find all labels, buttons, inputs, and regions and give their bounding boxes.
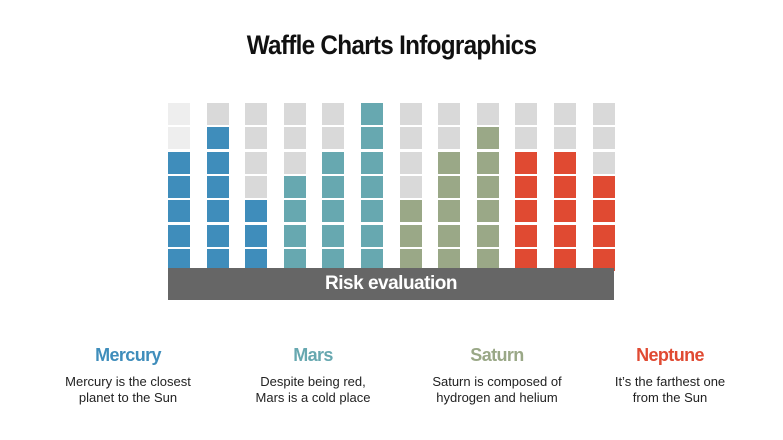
waffle-cell-mercury <box>206 127 229 150</box>
waffle-cell-mercury <box>206 151 229 174</box>
waffle-cell-mars <box>283 200 306 223</box>
waffle-cell-saturn <box>476 200 499 223</box>
waffle-cell-neptune <box>554 151 576 174</box>
waffle-cell-mars <box>283 175 306 198</box>
waffle-cell-neptune <box>515 151 538 174</box>
waffle-cell-empty <box>168 127 190 150</box>
waffle-cell-mercury <box>168 175 190 198</box>
waffle-cell-mars <box>361 200 383 223</box>
waffle-cell-empty <box>283 151 306 174</box>
waffle-cell-mercury <box>206 200 229 223</box>
waffle-cell-empty <box>283 103 306 125</box>
waffle-cell-neptune <box>554 248 576 271</box>
waffle-cell-mercury <box>168 248 190 271</box>
waffle-cell-mercury <box>168 151 190 174</box>
legend-neptune: Neptune It’s the farthest one from the Su… <box>580 345 760 406</box>
waffle-cell-mercury <box>245 200 268 223</box>
waffle-cell-empty <box>168 103 190 125</box>
legend-title: Saturn <box>470 345 524 365</box>
waffle-cell-neptune <box>592 224 615 247</box>
waffle-cell-empty <box>592 127 615 150</box>
waffle-cell-empty <box>554 103 576 125</box>
waffle-cell-neptune <box>515 248 538 271</box>
waffle-cell-empty <box>515 127 538 150</box>
waffle-cell-empty <box>592 103 615 125</box>
waffle-cell-mars <box>361 175 383 198</box>
legend-mercury: Mercury Mercury is the closest planet to … <box>38 345 218 406</box>
waffle-cell-mars <box>361 151 383 174</box>
legend-saturn: Saturn Saturn is composed of hydrogen and… <box>407 345 587 406</box>
risk-evaluation-bar: Risk evaluation <box>168 268 614 300</box>
waffle-cell-empty <box>322 127 345 150</box>
waffle-cell-mercury <box>206 248 229 271</box>
waffle-cell-mars <box>361 103 383 125</box>
waffle-cell-empty <box>515 103 538 125</box>
waffle-cell-mercury <box>168 224 190 247</box>
waffle-cell-saturn <box>476 248 499 271</box>
waffle-cell-empty <box>245 103 268 125</box>
waffle-cell-saturn <box>438 200 461 223</box>
legend-title: Mercury <box>95 345 161 365</box>
waffle-cell-empty <box>206 103 229 125</box>
waffle-cell-saturn <box>438 175 461 198</box>
waffle-cell-empty <box>592 151 615 174</box>
legend-description: Despite being red, Mars is a cold place <box>255 374 371 405</box>
waffle-cell-mars <box>361 248 383 271</box>
waffle-cell-saturn <box>399 200 422 223</box>
waffle-cell-neptune <box>515 224 538 247</box>
page-title: Waffle Charts Infographics <box>246 30 537 60</box>
waffle-cell-mars <box>361 224 383 247</box>
legend-description: It’s the farthest one from the Sun <box>614 374 726 405</box>
waffle-cell-saturn <box>438 151 461 174</box>
legend-mars: Mars Despite being red, Mars is a cold pl… <box>223 345 403 406</box>
waffle-cell-neptune <box>554 175 576 198</box>
legend-title: Mars <box>293 345 333 365</box>
waffle-cell-empty <box>322 103 345 125</box>
waffle-cell-empty <box>438 127 461 150</box>
waffle-cell-empty <box>399 127 422 150</box>
legend-description: Mercury is the closest planet to the Sun <box>65 374 191 405</box>
waffle-cell-saturn <box>476 224 499 247</box>
waffle-cell-empty <box>399 175 422 198</box>
waffle-cell-mercury <box>168 200 190 223</box>
waffle-cell-saturn <box>476 175 499 198</box>
waffle-cell-empty <box>283 127 306 150</box>
waffle-cell-empty <box>554 127 576 150</box>
waffle-cell-mars <box>283 224 306 247</box>
waffle-cell-saturn <box>438 224 461 247</box>
waffle-cell-mars <box>361 127 383 150</box>
waffle-cell-neptune <box>592 200 615 223</box>
waffle-cell-empty <box>438 103 461 125</box>
waffle-cell-neptune <box>515 200 538 223</box>
waffle-cell-mars <box>283 248 306 271</box>
waffle-cell-neptune <box>592 175 615 198</box>
waffle-cell-saturn <box>399 248 422 271</box>
waffle-cell-empty <box>399 151 422 174</box>
waffle-cell-empty <box>245 151 268 174</box>
waffle-cell-mercury <box>206 224 229 247</box>
waffle-cell-mars <box>322 175 345 198</box>
waffle-cell-mars <box>322 200 345 223</box>
waffle-cell-neptune <box>554 224 576 247</box>
waffle-cell-mars <box>322 151 345 174</box>
waffle-cell-saturn <box>476 151 499 174</box>
waffle-cell-mars <box>322 224 345 247</box>
waffle-cell-mercury <box>245 224 268 247</box>
waffle-cell-empty <box>245 127 268 150</box>
legend-description: Saturn is composed of hydrogen and helium <box>432 374 562 405</box>
waffle-cell-empty <box>399 103 422 125</box>
waffle-cell-saturn <box>399 224 422 247</box>
waffle-cell-saturn <box>476 127 499 150</box>
waffle-cell-mars <box>322 248 345 271</box>
waffle-cell-saturn <box>438 248 461 271</box>
waffle-cell-empty <box>476 103 499 125</box>
waffle-cell-empty <box>245 175 268 198</box>
waffle-chart <box>168 103 615 271</box>
waffle-cell-mercury <box>245 248 268 271</box>
waffle-cell-neptune <box>554 200 576 223</box>
waffle-cell-neptune <box>515 175 538 198</box>
legend-title: Neptune <box>636 345 704 365</box>
waffle-cell-neptune <box>592 248 615 271</box>
waffle-cell-mercury <box>206 175 229 198</box>
